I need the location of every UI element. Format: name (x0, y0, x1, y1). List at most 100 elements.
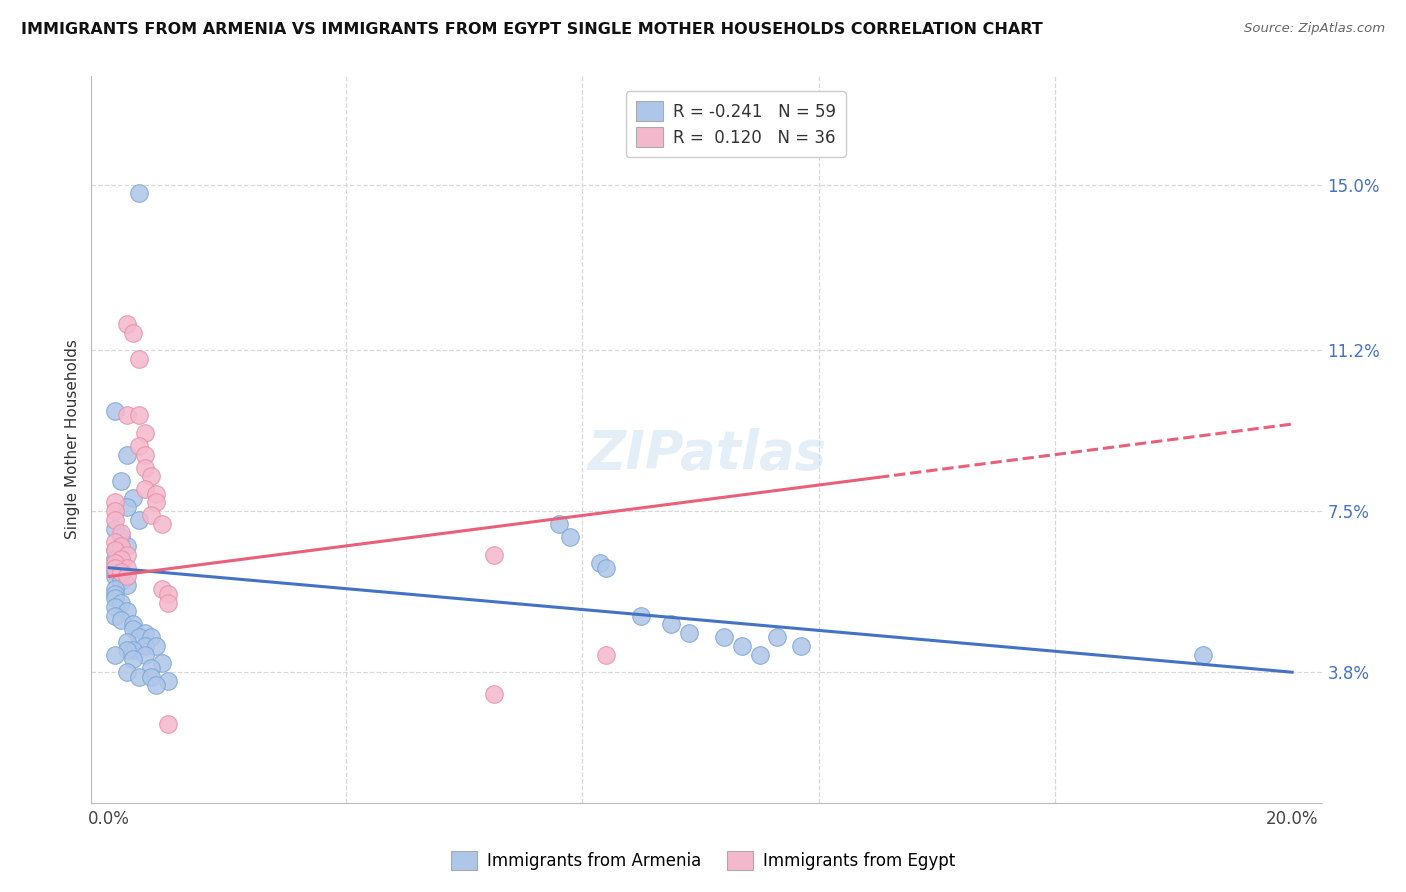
Point (115, 409, 138, 423)
Point (104, 582, 127, 597)
Point (104, 513, 127, 527)
Point (115, 604, 138, 618)
Point (115, 317, 138, 331)
Point (713, 631, 735, 645)
Point (589, 557, 612, 571)
Point (128, 409, 150, 423)
Point (134, 648, 156, 662)
Point (139, 669, 162, 683)
Point (139, 469, 162, 483)
Point (104, 495, 127, 509)
Point (766, 631, 789, 645)
Point (110, 474, 132, 488)
Text: IMMIGRANTS FROM ARMENIA VS IMMIGRANTS FROM EGYPT SINGLE MOTHER HOUSEHOLDS CORREL: IMMIGRANTS FROM ARMENIA VS IMMIGRANTS FR… (21, 22, 1043, 37)
Point (115, 634, 138, 648)
Point (104, 534, 127, 549)
Point (104, 591, 127, 606)
Point (110, 525, 132, 540)
Point (115, 448, 138, 462)
Point (115, 578, 138, 592)
Point (115, 665, 138, 680)
Point (595, 560, 617, 574)
Point (121, 617, 143, 632)
Point (139, 508, 162, 523)
Point (1192, 648, 1215, 662)
Point (104, 404, 127, 418)
Point (482, 548, 505, 562)
Legend: Immigrants from Armenia, Immigrants from Egypt: Immigrants from Armenia, Immigrants from… (444, 844, 962, 877)
Point (145, 678, 167, 692)
Point (157, 596, 180, 610)
Point (121, 326, 143, 340)
Point (547, 517, 569, 532)
Point (110, 557, 132, 571)
Point (134, 639, 156, 653)
Point (595, 648, 617, 662)
Point (104, 599, 127, 614)
Point (150, 517, 173, 532)
Point (134, 626, 156, 640)
Point (139, 631, 162, 645)
Point (104, 543, 127, 558)
Point (104, 552, 127, 566)
Point (104, 504, 127, 518)
Legend: R = -0.241   N = 59, R =  0.120   N = 36: R = -0.241 N = 59, R = 0.120 N = 36 (626, 91, 846, 157)
Point (659, 617, 682, 632)
Point (128, 186, 150, 201)
Point (134, 460, 156, 475)
Text: ZIPatlas: ZIPatlas (586, 428, 827, 480)
Text: Source: ZipAtlas.com: Source: ZipAtlas.com (1244, 22, 1385, 36)
Point (150, 582, 173, 597)
Point (104, 565, 127, 579)
Point (104, 569, 127, 583)
Point (115, 560, 138, 574)
Point (104, 648, 127, 662)
Point (121, 491, 143, 505)
Point (110, 613, 132, 627)
Point (678, 626, 700, 640)
Point (115, 569, 138, 583)
Point (128, 439, 150, 453)
Point (121, 652, 143, 666)
Point (110, 530, 132, 544)
Point (110, 565, 132, 579)
Point (630, 608, 652, 623)
Point (104, 560, 127, 574)
Point (128, 631, 150, 645)
Point (115, 548, 138, 562)
Point (115, 643, 138, 657)
Point (145, 495, 167, 509)
Point (748, 648, 770, 662)
Point (104, 560, 127, 574)
Point (145, 639, 167, 653)
Point (134, 448, 156, 462)
Point (157, 717, 180, 731)
Point (790, 639, 813, 653)
Point (157, 587, 180, 601)
Point (104, 543, 127, 558)
Y-axis label: Single Mother Households: Single Mother Households (65, 339, 80, 540)
Point (560, 530, 582, 544)
Point (104, 608, 127, 623)
Point (731, 639, 754, 653)
Point (157, 673, 180, 688)
Point (134, 483, 156, 497)
Point (121, 622, 143, 636)
Point (104, 522, 127, 536)
Point (128, 669, 150, 683)
Point (482, 687, 505, 701)
Point (115, 500, 138, 514)
Point (110, 552, 132, 566)
Point (145, 487, 167, 501)
Point (110, 596, 132, 610)
Point (128, 351, 150, 366)
Point (121, 643, 143, 657)
Point (134, 425, 156, 440)
Point (139, 661, 162, 675)
Point (110, 574, 132, 588)
Point (110, 539, 132, 553)
Point (150, 657, 173, 671)
Point (104, 557, 127, 571)
Point (128, 513, 150, 527)
Point (104, 587, 127, 601)
